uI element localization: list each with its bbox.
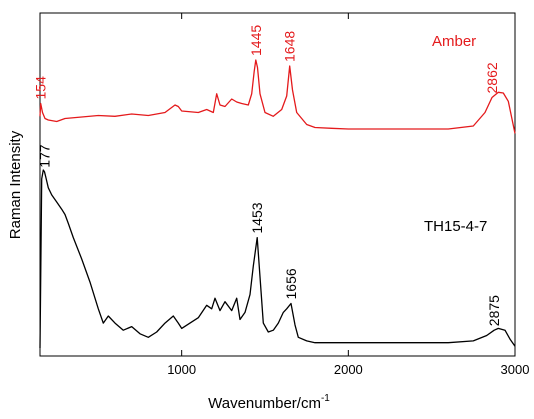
x-tick-label-3000: 3000 bbox=[501, 362, 530, 377]
peak-label-1648: 1648 bbox=[282, 31, 298, 62]
peak-label-1453: 1453 bbox=[249, 202, 265, 233]
y-axis-title: Raman Intensity bbox=[7, 130, 24, 239]
x-tick-label-2000: 2000 bbox=[334, 362, 363, 377]
series-line-th15-4-7 bbox=[39, 169, 516, 349]
series-label-amber: Amber bbox=[432, 33, 476, 50]
peak-label-1445: 1445 bbox=[248, 25, 264, 56]
x-axis-title: Wavenumber/cm-1 bbox=[208, 393, 330, 412]
series-layer bbox=[39, 59, 516, 349]
series-label-th15-4-7: TH15-4-7 bbox=[424, 218, 487, 235]
peak-label-2862: 2862 bbox=[484, 62, 500, 93]
peak-label-2875: 2875 bbox=[486, 295, 502, 326]
x-axis-title-text: Wavenumber/cm bbox=[208, 395, 321, 412]
x-tick-label-1000: 1000 bbox=[167, 362, 196, 377]
x-axis-title-superscript: -1 bbox=[321, 393, 330, 404]
peak-label-154: 154 bbox=[33, 76, 49, 100]
peak-label-177: 177 bbox=[37, 144, 53, 168]
peak-label-1656: 1656 bbox=[283, 268, 299, 299]
annotation-layer: 154 1445 1648 2862 177 1453 1656 2875 bbox=[33, 25, 503, 327]
x-axis-ticks: 1000 2000 3000 bbox=[167, 13, 529, 377]
series-line-amber bbox=[39, 59, 516, 134]
plot-frame bbox=[39, 12, 516, 357]
